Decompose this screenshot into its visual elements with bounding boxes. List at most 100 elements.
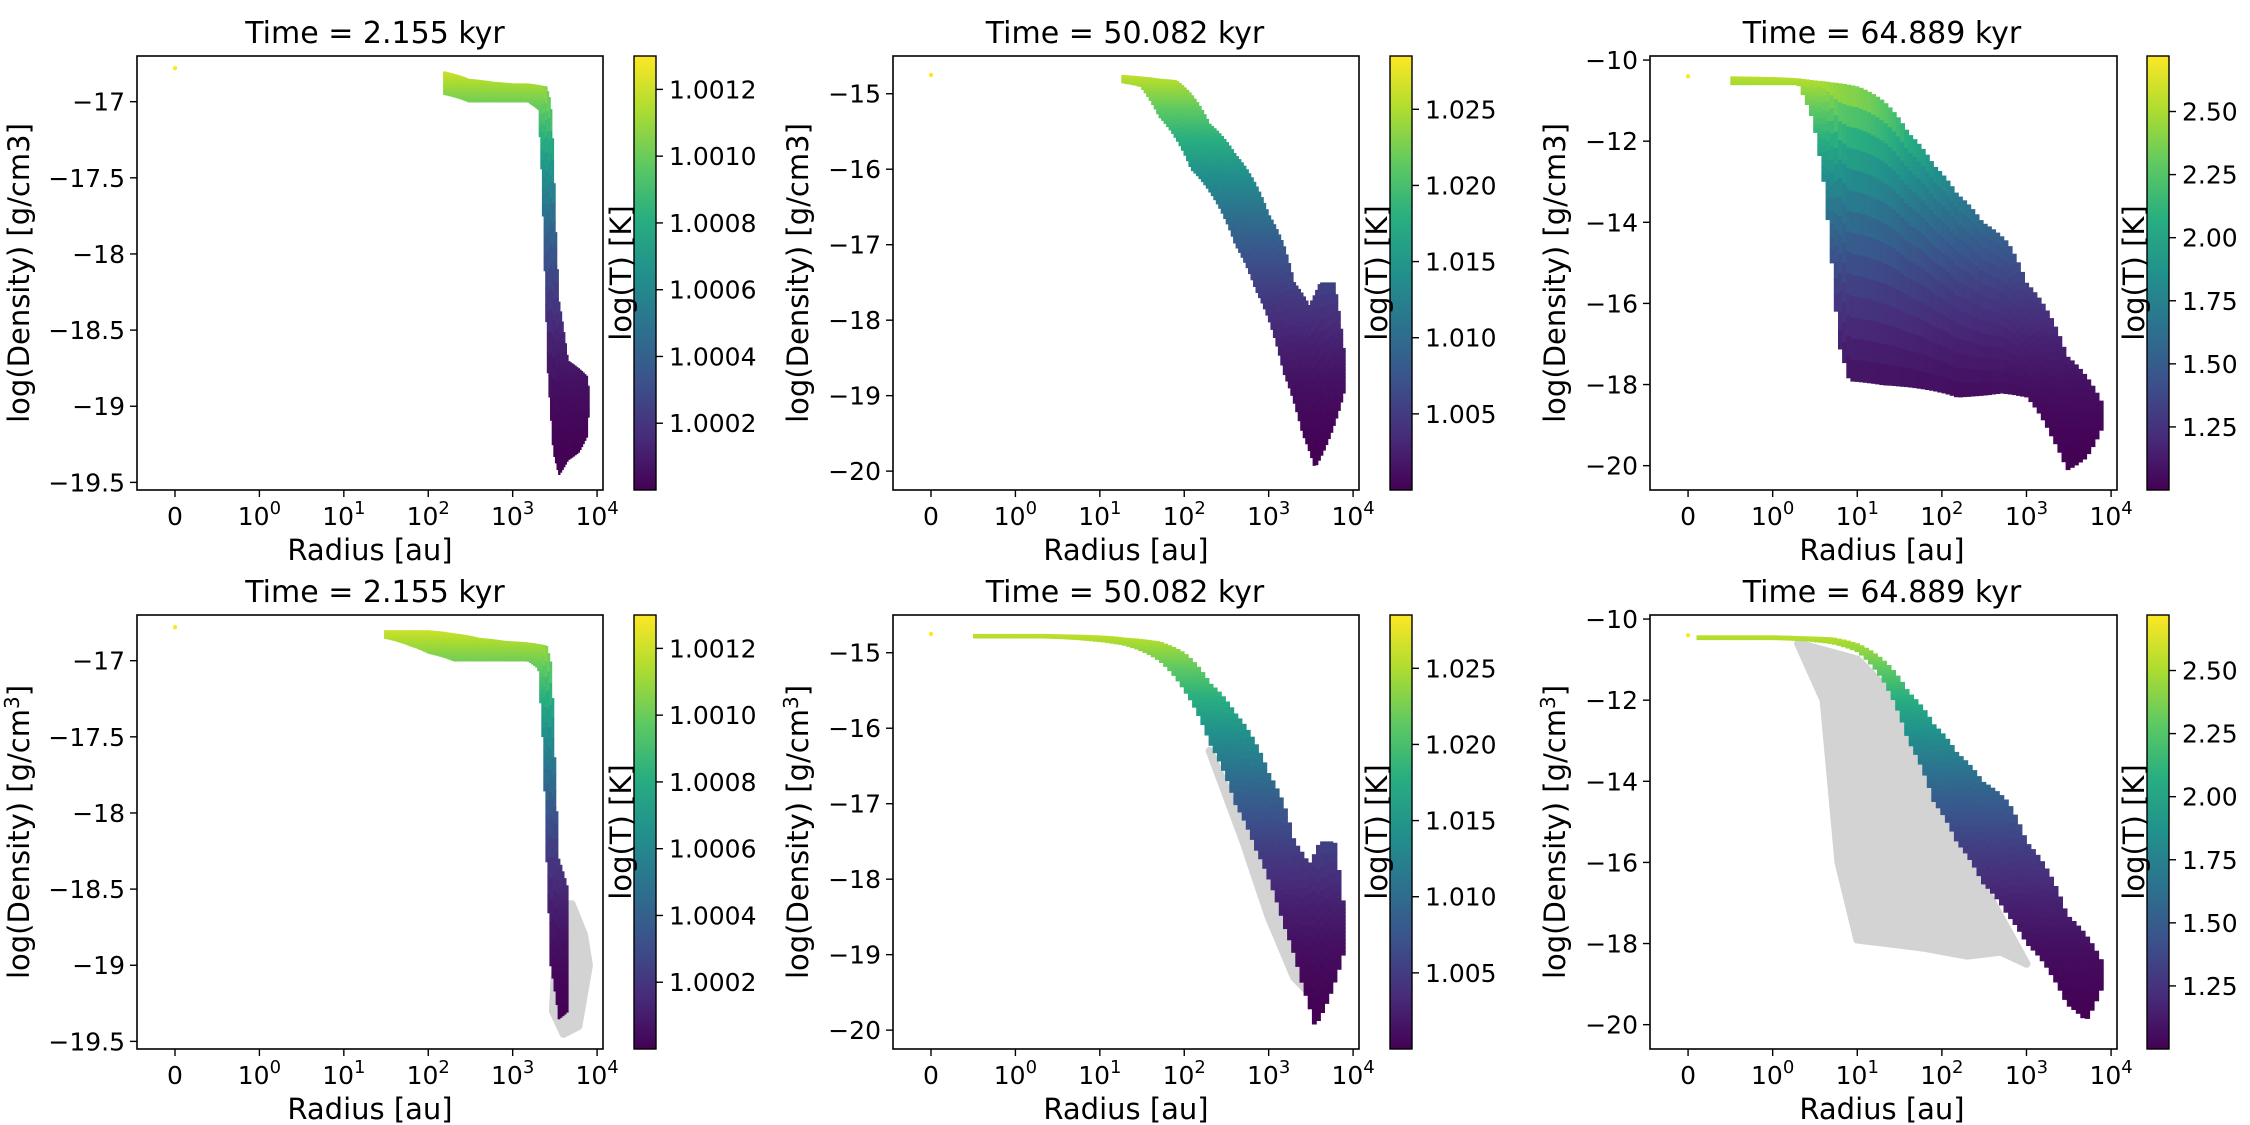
panel-0-scatter-cell <box>480 87 483 91</box>
panel-3-scatter-cell <box>412 635 416 637</box>
panel-0-scatter-cell <box>548 246 551 270</box>
panel-1-scatter-cell <box>1151 102 1155 106</box>
panel-0-scatter-cell <box>530 92 533 95</box>
panel-1-scatter-cell <box>1310 401 1314 414</box>
panel-1-scatter-cell <box>1128 83 1133 85</box>
panel-0-scatter-cell <box>464 90 467 93</box>
panel-3-scatter-cell <box>445 637 449 641</box>
panel-2-scatter-cell <box>1862 89 1868 112</box>
panel-3-scatter-cell <box>539 652 542 658</box>
panel-1-scatter-cell <box>1327 382 1331 395</box>
panel-0-scatter-cell <box>533 98 537 101</box>
panel-0-scatter-cell <box>477 98 480 101</box>
panel-0-scatter-cell <box>490 85 493 88</box>
panel-3-scatter-cell <box>508 643 512 647</box>
panel-0-scatter-cell <box>486 88 490 91</box>
panel-2-scatter-cell <box>1751 83 1756 86</box>
panel-2-scatter-cell <box>1887 186 1893 208</box>
panel-1-scatter-cell <box>1215 167 1220 174</box>
panel-0-scatter-cell <box>464 92 467 95</box>
panel-1-scatter-cell <box>1158 87 1162 91</box>
panel-0-scatter-cell <box>543 138 546 153</box>
panel-1-scatter-cell <box>1330 367 1334 380</box>
panel-2-scatter-cell <box>1908 260 1914 280</box>
panel-3-scatter-cell <box>537 668 540 672</box>
panel-0-scatter-cell <box>525 99 529 102</box>
panel-2-xtick-label: 103 <box>2005 498 2048 531</box>
panel-1-scatter-cell <box>1317 447 1321 461</box>
panel-0-scatter-cell <box>499 86 503 89</box>
panel-2-scatter-cell <box>1813 110 1819 115</box>
panel-1-scatter-cell <box>1146 84 1150 87</box>
panel-3-scatter-cell <box>473 652 477 655</box>
panel-0-scatter-cell <box>472 98 475 101</box>
panel-3-scatter-cell <box>502 657 506 660</box>
panel-1-scatter-cell <box>1225 212 1229 219</box>
panel-0-scatter-cell <box>478 79 482 83</box>
panel-1-scatter-cell <box>1272 280 1277 290</box>
panel-0-scatter-cell <box>462 85 465 88</box>
panel-1-scatter-cell <box>1295 339 1299 350</box>
panel-2-scatter-cell <box>1920 251 1926 270</box>
panel-0-scatter-cell <box>566 354 569 364</box>
panel-0-scatter-cell <box>537 107 540 110</box>
panel-1-scatter-cell <box>1203 119 1207 125</box>
panel-0-scatter-cell <box>475 84 478 87</box>
panel-1-scatter-cell <box>1148 93 1152 96</box>
panel-3-scatter-cell <box>496 654 500 657</box>
panel-2-scatter-cell <box>1916 231 1922 250</box>
panel-1-scatter-cell <box>1290 342 1294 352</box>
panel-0-scatter-cell <box>516 84 519 87</box>
panel-3-scatter-cell <box>490 653 493 656</box>
panel-3-scatter-cell <box>439 631 442 634</box>
panel-1-scatter-cell <box>1335 347 1339 357</box>
panel-2-scatter-cell <box>1949 275 1955 292</box>
panel-1-scatter-cell <box>1183 116 1187 122</box>
panel-2-scatter-cell <box>1962 298 1968 314</box>
panel-1-scatter-cell <box>1176 132 1180 138</box>
panel-0-scatter-cell <box>443 82 446 86</box>
panel-3-scatter-cell <box>535 650 538 653</box>
panel-2-scatter-cell <box>1987 370 1992 384</box>
panel-2-scatter-cell <box>1991 252 1996 266</box>
panel-3-scatter-cell <box>459 655 463 658</box>
panel-2-scatter-cell <box>2094 405 2100 410</box>
panel-1-scatter-cell <box>1240 216 1244 224</box>
panel-1-scatter-cell <box>1181 108 1185 114</box>
panel-1-scatter-cell <box>1327 338 1331 350</box>
panel-0-scatter-cell <box>507 96 511 99</box>
panel-0-scatter-cell <box>509 93 512 96</box>
panel-2-scatter-cell <box>1804 100 1810 104</box>
panel-3-scatter-cell <box>484 654 487 657</box>
panel-1-scatter-cell <box>1190 111 1195 118</box>
panel-2-scatter-cell <box>2049 351 2054 361</box>
panel-0-scatter-cell <box>460 86 464 89</box>
panel-3-scatter-cell <box>492 651 496 654</box>
panel-3-scatter-cell <box>478 649 481 652</box>
panel-2-scatter-cell <box>1838 235 1843 255</box>
panel-1-scatter-cell <box>1183 87 1187 93</box>
panel-1-scatter-cell <box>1178 114 1182 120</box>
panel-3-scatter-cell <box>451 640 455 644</box>
panel-0-scatter-cell <box>496 87 499 90</box>
panel-1-scatter-cell <box>1342 386 1346 391</box>
panel-0-scatter-cell <box>511 95 514 98</box>
panel-1-scatter-cell <box>1146 78 1150 81</box>
panel-2-scatter-cell <box>1974 356 1980 371</box>
panel-0-scatter-cell <box>452 83 456 86</box>
panel-0-scatter-cell <box>584 411 587 418</box>
panel-1-scatter-cell <box>1238 218 1242 227</box>
panel-1-scatter-cell <box>1325 328 1329 342</box>
panel-0-scatter-cell <box>543 86 546 101</box>
panel-0-scatter-cell <box>470 83 474 87</box>
panel-3-scatter-cell <box>473 647 477 650</box>
panel-0-scatter-cell <box>532 99 535 102</box>
panel-3-scatter-cell <box>490 657 493 660</box>
panel-3-scatter-cell <box>424 650 428 653</box>
panel-3-scatter-cell <box>412 642 416 645</box>
panel-0-scatter-cell <box>486 92 490 96</box>
panel-2-scatter-cell <box>1999 236 2005 249</box>
panel-2-scatter-cell <box>1850 275 1856 298</box>
panel-2-scatter-cell <box>1999 325 2005 338</box>
panel-0-scatter-cell <box>490 91 493 94</box>
